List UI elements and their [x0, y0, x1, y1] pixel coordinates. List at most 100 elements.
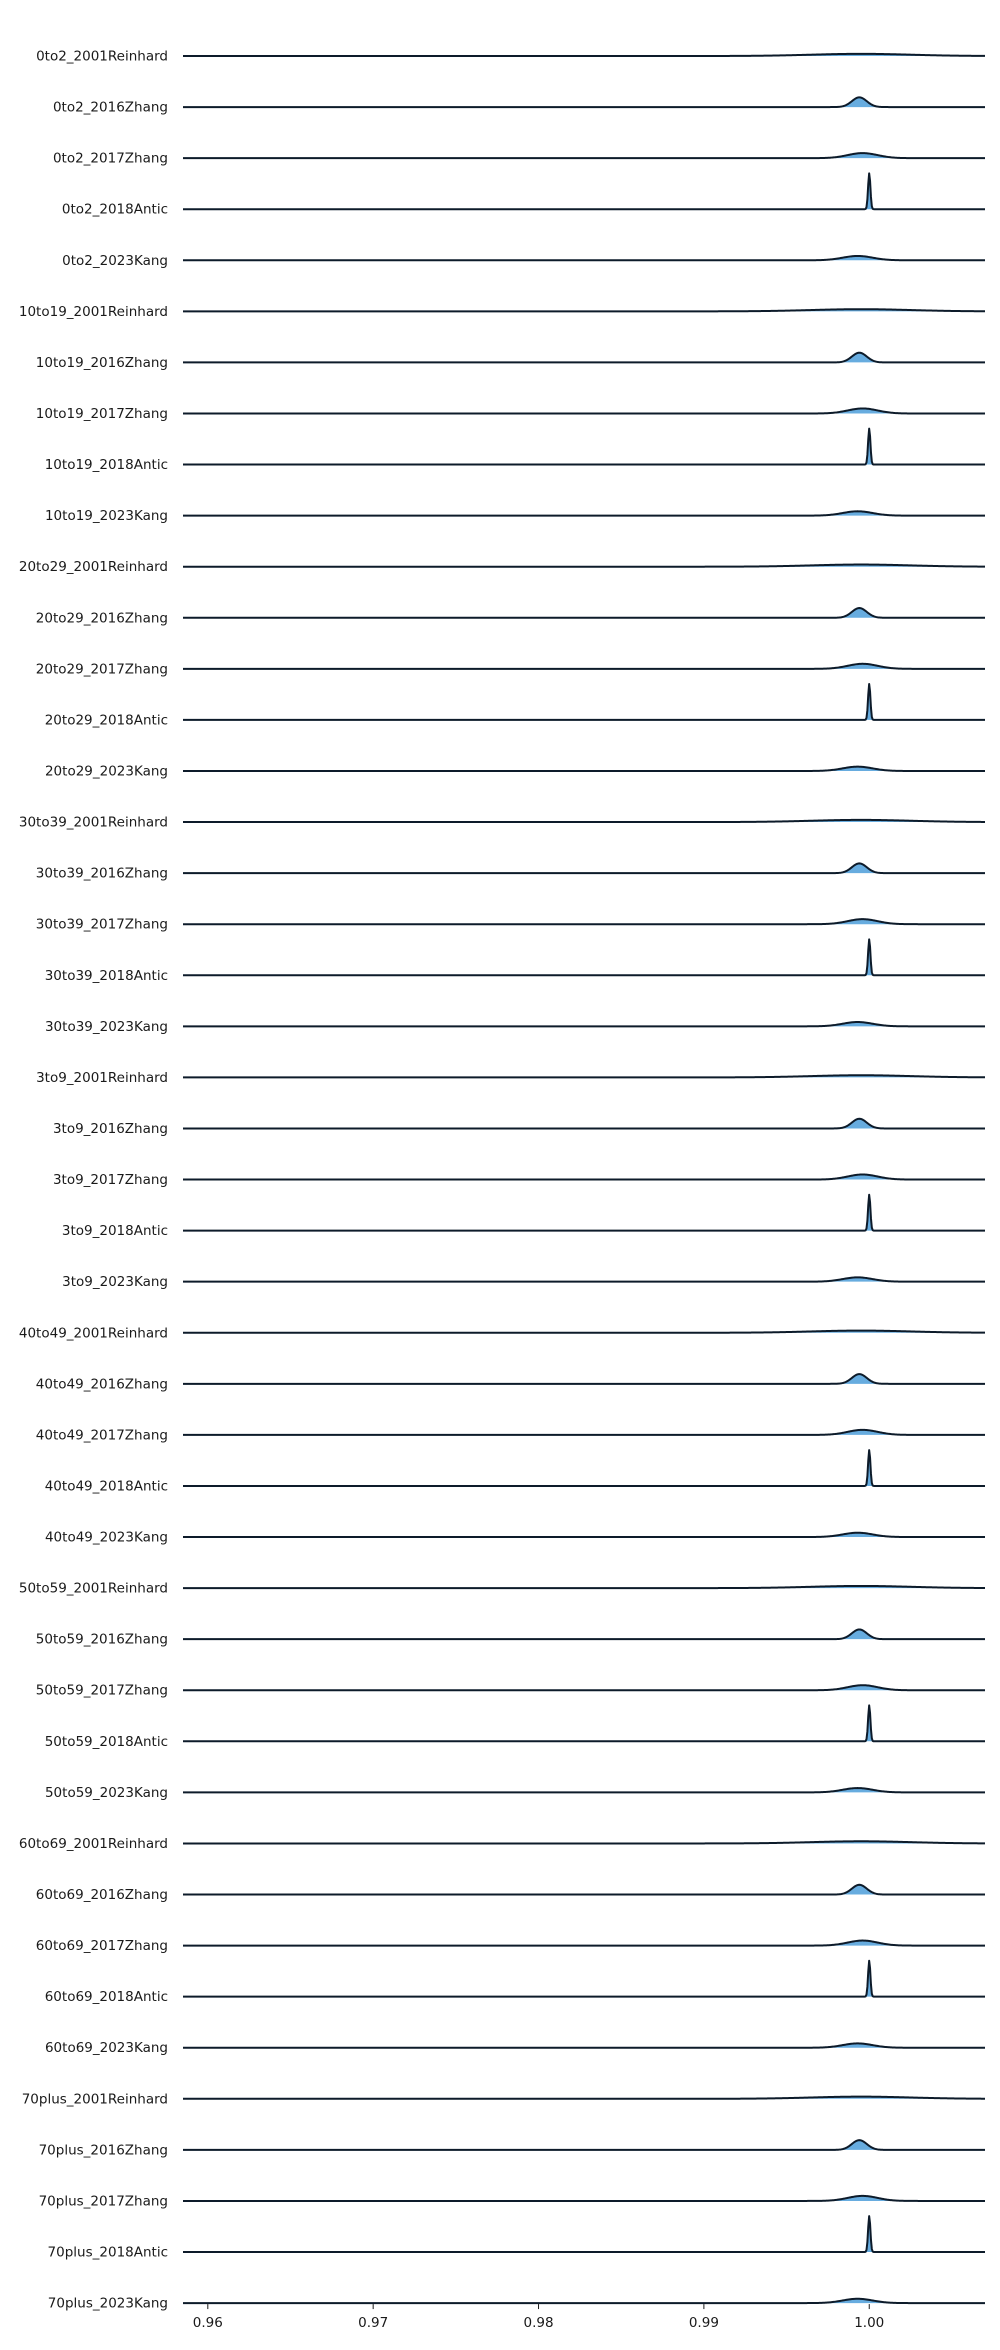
ridge-50to59_2001Reinhard: 50to59_2001Reinhard [19, 1581, 986, 1597]
row-label: 10to19_2016Zhang [36, 355, 168, 371]
ridge-outline [182, 1840, 986, 1845]
ridge-60to69_2017Zhang: 60to69_2017Zhang [36, 1938, 986, 1954]
ridge-30to39_2001Reinhard: 30to39_2001Reinhard [19, 815, 986, 831]
ridge-outline [182, 510, 986, 517]
ridge-30to39_2016Zhang: 30to39_2016Zhang [36, 862, 986, 882]
row-label: 10to19_2023Kang [45, 508, 168, 524]
ridge-area [183, 173, 985, 210]
ridge-50to59_2017Zhang: 50to59_2017Zhang [36, 1683, 986, 1699]
ridge-outline [182, 1449, 986, 1487]
row-label: 40to49_2023Kang [45, 1530, 168, 1546]
ridge-20to29_2016Zhang: 20to29_2016Zhang [36, 607, 986, 626]
row-label: 30to39_2023Kang [45, 1019, 168, 1035]
row-label: 40to49_2017Zhang [36, 1427, 168, 1443]
row-label: 50to59_2001Reinhard [19, 1581, 168, 1597]
ridge-area [183, 939, 985, 976]
ridge-10to19_2016Zhang: 10to19_2016Zhang [36, 351, 986, 371]
x-tick-label: 0.99 [689, 2315, 719, 2331]
ridge-0to2_2018Antic: 0to2_2018Antic [62, 172, 986, 218]
ridge-40to49_2017Zhang: 40to49_2017Zhang [36, 1427, 986, 1443]
ridge-outline [182, 152, 986, 160]
ridge-outline [182, 1883, 986, 1896]
ridge-outline [182, 862, 986, 875]
ridge-outline [182, 607, 986, 619]
ridge-60to69_2023Kang: 60to69_2023Kang [45, 2040, 986, 2056]
ridge-outline [182, 1787, 986, 1794]
x-axis: 0.96 0.97 0.98 0.99 1.00 [193, 2304, 884, 2331]
ridge-outline [182, 1704, 986, 1743]
ridge-outline [182, 1939, 986, 1947]
ridge-outline [182, 818, 986, 824]
ridge-20to29_2018Antic: 20to29_2018Antic [45, 683, 986, 728]
row-label: 70plus_2016Zhang [39, 2142, 168, 2158]
row-label: 20to29_2001Reinhard [19, 559, 168, 575]
row-label: 3to9_2018Antic [62, 1223, 168, 1239]
ridge-outline [182, 938, 986, 977]
row-label: 0to2_2017Zhang [53, 151, 168, 167]
row-label: 50to59_2023Kang [45, 1785, 168, 1801]
row-label: 60to69_2018Antic [45, 1989, 168, 2005]
ridge-outline [182, 1193, 986, 1232]
row-label: 70plus_2023Kang [48, 2296, 168, 2312]
ridge-70plus_2016Zhang: 70plus_2016Zhang [39, 2139, 986, 2158]
ridge-outline [182, 1329, 986, 1334]
ridge-60to69_2016Zhang: 60to69_2016Zhang [36, 1883, 986, 1903]
row-label: 30to39_2016Zhang [36, 866, 168, 882]
row-label: 40to49_2001Reinhard [19, 1325, 168, 1341]
ridge-outline [182, 1074, 986, 1079]
ridge-20to29_2017Zhang: 20to29_2017Zhang [36, 661, 986, 677]
row-label: 50to59_2017Zhang [36, 1683, 168, 1699]
row-label: 70plus_2001Reinhard [22, 2091, 168, 2107]
ridge-outline [182, 1173, 986, 1181]
row-label: 0to2_2001Reinhard [36, 49, 168, 65]
row-label: 60to69_2023Kang [45, 2040, 168, 2056]
ridge-outline [182, 1276, 986, 1283]
ridge-outline [182, 1021, 986, 1028]
ridge-outline [182, 1428, 986, 1436]
ridge-50to59_2018Antic: 50to59_2018Antic [45, 1704, 986, 1750]
ridge-0to2_2017Zhang: 0to2_2017Zhang [53, 151, 986, 167]
ridge-area [183, 2216, 985, 2253]
ridge-50to59_2023Kang: 50to59_2023Kang [45, 1785, 986, 1801]
ridge-60to69_2018Antic: 60to69_2018Antic [45, 1959, 986, 2005]
row-label: 10to19_2017Zhang [36, 406, 168, 422]
ridge-outline [182, 308, 986, 313]
ridge-outline [182, 662, 986, 670]
ridge-outline [182, 765, 986, 772]
x-tick-label: 0.98 [523, 2315, 553, 2331]
ridge-outline [182, 1373, 986, 1385]
ridge-outline [182, 407, 986, 415]
ridge-10to19_2001Reinhard: 10to19_2001Reinhard [19, 304, 986, 320]
ridge-outline [182, 1584, 986, 1590]
ridge-40to49_2001Reinhard: 40to49_2001Reinhard [19, 1325, 986, 1341]
ridge-outline [182, 172, 986, 211]
ridge-3to9_2017Zhang: 3to9_2017Zhang [53, 1172, 986, 1188]
ridge-outline [182, 351, 986, 364]
ridge-outline [182, 1531, 986, 1539]
ridge-70plus_2001Reinhard: 70plus_2001Reinhard [22, 2091, 986, 2107]
ridge-outline [182, 683, 986, 721]
ridge-outline [182, 2139, 986, 2151]
ridge-outline [182, 254, 986, 262]
row-label: 30to39_2017Zhang [36, 917, 168, 933]
ridge-outline [182, 1684, 986, 1692]
row-label: 50to59_2018Antic [45, 1734, 168, 1750]
ridge-40to49_2018Antic: 40to49_2018Antic [45, 1449, 986, 1494]
row-label: 70plus_2017Zhang [39, 2193, 168, 2209]
row-label: 10to19_2018Antic [45, 457, 168, 473]
ridge-30to39_2018Antic: 30to39_2018Antic [45, 938, 986, 984]
ridge-outline [182, 52, 986, 57]
ridge-40to49_2016Zhang: 40to49_2016Zhang [36, 1373, 986, 1392]
ridge-0to2_2001Reinhard: 0to2_2001Reinhard [36, 49, 986, 65]
row-label: 10to19_2001Reinhard [19, 304, 168, 320]
row-label: 60to69_2016Zhang [36, 1887, 168, 1903]
row-label: 60to69_2001Reinhard [19, 1836, 168, 1852]
ridge-outline [182, 1117, 986, 1130]
row-label: 20to29_2023Kang [45, 763, 168, 779]
row-label: 20to29_2018Antic [45, 712, 168, 728]
ridge-70plus_2017Zhang: 70plus_2017Zhang [39, 2193, 986, 2209]
row-label: 20to29_2016Zhang [36, 610, 168, 626]
ridge-area [183, 1705, 985, 1742]
ridge-30to39_2017Zhang: 30to39_2017Zhang [36, 917, 986, 933]
